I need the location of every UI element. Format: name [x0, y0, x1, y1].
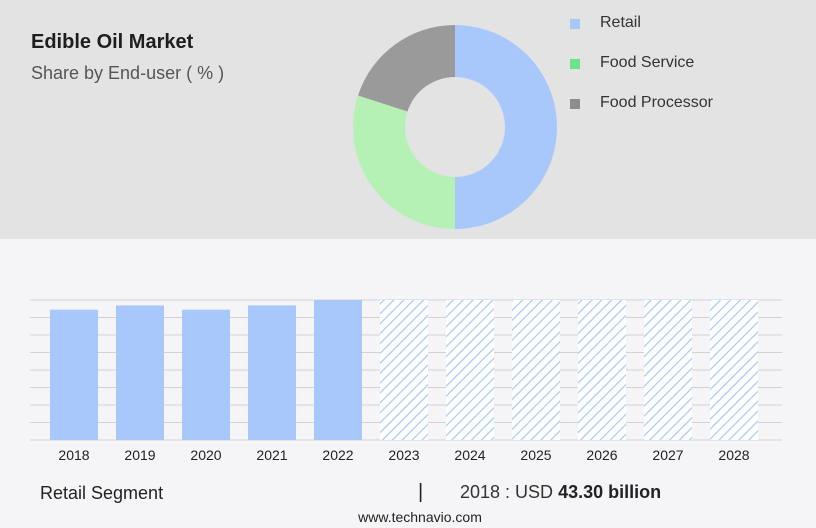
x-tick-2023: 2023: [388, 447, 419, 463]
bar-2026: [578, 300, 626, 440]
footer-divider: |: [418, 481, 424, 503]
bar-2021: [248, 305, 296, 440]
bar-2025: [512, 300, 560, 440]
x-tick-2021: 2021: [256, 447, 287, 463]
bar-2020: [182, 309, 230, 440]
donut-slice-food-service: [353, 95, 455, 229]
x-tick-2018: 2018: [58, 447, 89, 463]
legend-swatch: [570, 19, 580, 29]
x-tick-2020: 2020: [190, 447, 221, 463]
x-tick-2019: 2019: [124, 447, 155, 463]
x-tick-2027: 2027: [652, 447, 683, 463]
donut-slice-food-processor: [357, 25, 455, 112]
legend-label: Food Processor: [600, 94, 713, 111]
legend-swatch: [570, 99, 580, 109]
chart-subtitle: Share by End-user ( % ): [31, 63, 225, 83]
chart-title: Edible Oil Market: [31, 31, 194, 53]
legend-label: Food Service: [600, 54, 695, 71]
bar-2027: [644, 300, 692, 440]
bar-2022: [314, 300, 362, 440]
donut-slice-retail: [455, 25, 557, 229]
bar-2018: [50, 309, 98, 440]
segment-label: Retail Segment: [40, 483, 164, 503]
source-link[interactable]: www.technavio.com: [358, 509, 482, 525]
base-year-amount: 43.30 billion: [558, 482, 662, 502]
end-user-donut-chart: [353, 25, 557, 229]
legend-swatch: [570, 59, 580, 69]
bar-2023: [380, 300, 428, 440]
bar-2019: [116, 305, 164, 440]
x-tick-2028: 2028: [718, 447, 749, 463]
x-tick-2022: 2022: [322, 447, 353, 463]
bar-2024: [446, 300, 494, 440]
bar-2028: [710, 300, 758, 440]
x-tick-2026: 2026: [586, 447, 617, 463]
base-year-value: 2018 : USD 43.30 billion: [460, 482, 661, 503]
legend-label: Retail: [600, 14, 641, 31]
base-year-prefix: 2018 : USD: [460, 482, 554, 502]
x-tick-2024: 2024: [454, 447, 485, 463]
x-tick-2025: 2025: [520, 447, 551, 463]
